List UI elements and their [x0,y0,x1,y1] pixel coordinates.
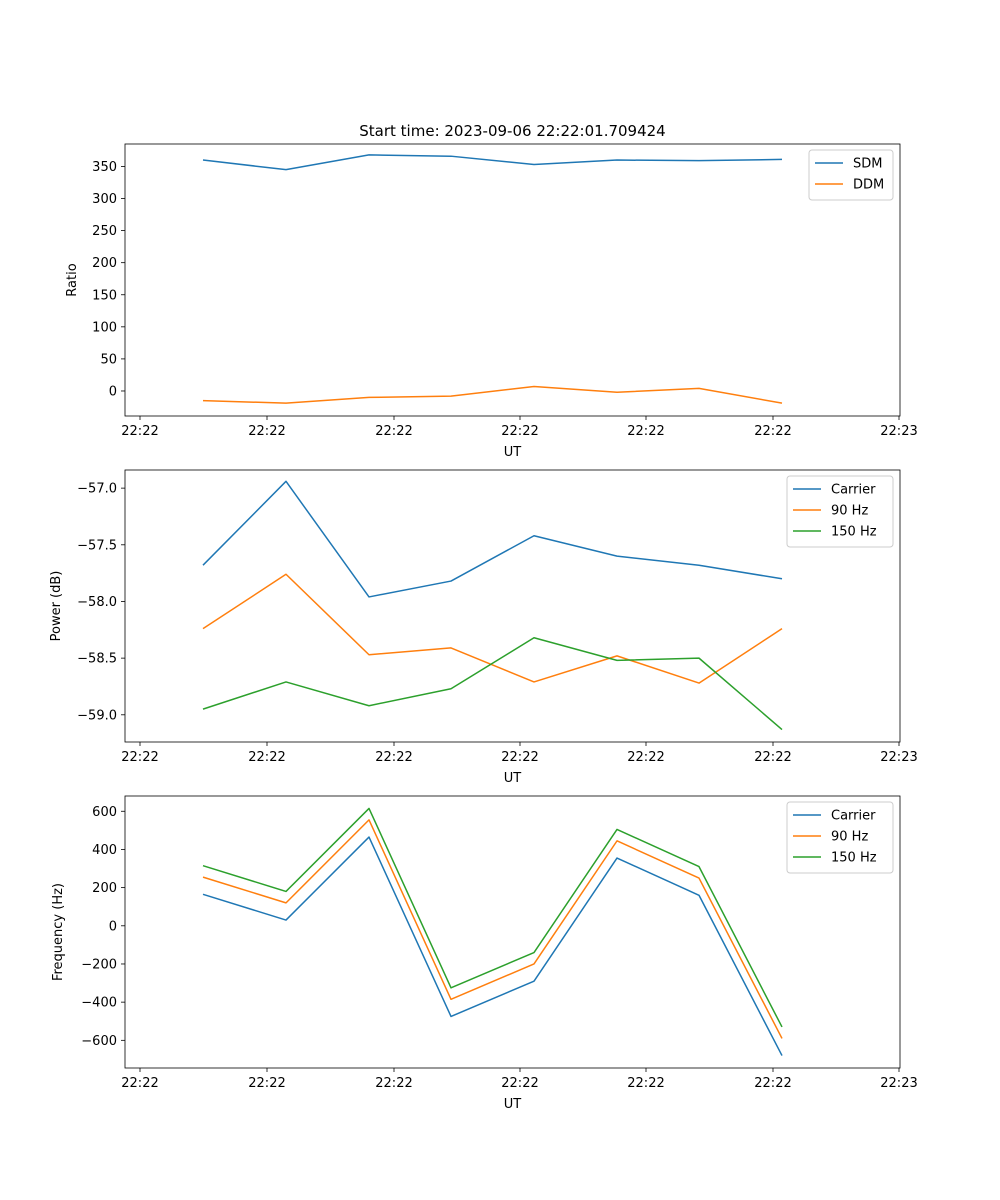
frequency-chart-x-tick-label: 22:23 [880,1076,917,1091]
panels: 22:22 22:22 22:22 22:22 22:22 22:22 22:23 0 50 10… [49,143,918,1112]
ratio-chart-y-tick-label: 300 [92,192,117,207]
ratio-chart-y-tick-label: 150 [92,288,117,303]
power-chart-legend-label: 150 Hz [831,525,877,540]
ratio-chart-x-tick-label: 22:22 [501,424,538,439]
power-chart-x-tick-label: 22:22 [754,750,791,765]
frequency-chart-legend-label: 150 Hz [831,851,877,866]
power-chart-legend-box [786,475,894,548]
ratio-chart-x-axis-label: UT [504,445,522,460]
frequency-chart-legend-label: 90 Hz [831,830,868,845]
ratio-chart-legend: SDM DDM [808,149,894,201]
ratio-chart-y-tick-label: 200 [92,256,117,271]
frequency-chart-y-axis-label: Frequency (Hz) [51,883,66,981]
frequency-chart-y-tick-label: −400 [81,996,117,1011]
ratio-chart-y-tick-label: 350 [92,160,117,175]
power-chart-x-tick-label: 22:22 [121,750,158,765]
frequency-chart-legend: Carrier 90 Hz 150 Hz [786,801,894,874]
power-chart-y-tick-label: −58.0 [77,595,117,610]
power-chart-y-tick-label: −57.5 [77,538,117,553]
frequency-chart-x-tick-label: 22:22 [501,1076,538,1091]
frequency-chart-x-tick-label: 22:22 [627,1076,664,1091]
power-chart: 22:22 22:22 22:22 22:22 22:22 22:22 22:23 −59.0… [49,469,918,786]
power-chart-axes-frame [124,469,901,743]
power-chart-x-tick-label: 22:22 [248,750,285,765]
frequency-chart-series-90-hz [202,819,783,1039]
power-chart-x-tick-label: 22:23 [880,750,917,765]
power-chart-legend-label: Carrier [831,483,876,498]
power-chart-y-axis-label: Power (dB) [49,571,64,642]
ratio-chart-x-tick-label: 22:23 [880,424,917,439]
power-chart-y-tick-label: −58.5 [77,652,117,667]
power-chart-x-tick-label: 22:22 [501,750,538,765]
frequency-chart-y-tick-label: 0 [109,919,117,934]
ratio-chart-x-tick-label: 22:22 [248,424,285,439]
power-chart-y-tick-label: −59.0 [77,708,117,723]
power-chart-series-150-hz [202,636,783,731]
power-chart-x-tick-label: 22:22 [627,750,664,765]
ratio-chart-x-tick-label: 22:22 [754,424,791,439]
power-chart-x-axis-label: UT [504,771,522,786]
power-chart-x-tick-label: 22:22 [375,750,412,765]
power-chart-series-carrier [202,480,783,598]
ratio-chart-series-ddm [202,385,783,404]
frequency-chart-x-axis-label: UT [504,1097,522,1112]
frequency-chart-axes-frame [124,795,901,1069]
frequency-chart-x-tick-label: 22:22 [375,1076,412,1091]
frequency-chart-y-tick-label: −600 [81,1034,117,1049]
ratio-chart-y-tick-label: 100 [92,320,117,335]
ratio-chart-x-tick-label: 22:22 [121,424,158,439]
ratio-chart-x-tick-label: 22:22 [375,424,412,439]
frequency-chart-y-tick-label: −200 [81,957,117,972]
ratio-chart-x-tick-label: 22:22 [627,424,664,439]
frequency-chart-y-tick-label: 200 [92,881,117,896]
ratio-chart-y-axis-label: Ratio [65,263,80,296]
ratio-chart-y-tick-label: 50 [100,352,117,367]
frequency-chart-legend-label: Carrier [831,809,876,824]
power-chart-series-90-hz [202,573,783,684]
ratio-chart-legend-label: DDM [853,178,884,193]
frequency-chart-x-tick-label: 22:22 [248,1076,285,1091]
ratio-chart-legend-label: SDM [853,157,882,172]
frequency-chart-x-tick-label: 22:22 [754,1076,791,1091]
ratio-chart-axes-frame [124,143,901,417]
power-chart-legend: Carrier 90 Hz 150 Hz [786,475,894,548]
ratio-chart-series-sdm [202,154,783,171]
frequency-chart-y-tick-label: 600 [92,805,117,820]
ratio-chart: 22:22 22:22 22:22 22:22 22:22 22:22 22:23 0 50 10… [65,143,918,460]
frequency-chart-x-tick-label: 22:22 [121,1076,158,1091]
ratio-chart-y-tick-label: 0 [109,384,117,399]
power-chart-legend-label: 90 Hz [831,504,868,519]
frequency-chart: 22:22 22:22 22:22 22:22 22:22 22:22 22:23 −600 −… [51,795,918,1112]
frequency-chart-legend-box [786,801,894,874]
figure-title: Start time: 2023-09-06 22:22:01.709424 [359,122,665,140]
frequency-chart-series-150-hz [202,807,783,1028]
power-chart-y-tick-label: −57.0 [77,482,117,497]
frequency-chart-series-carrier [202,836,783,1056]
ratio-chart-y-tick-label: 250 [92,224,117,239]
frequency-chart-y-tick-label: 400 [92,843,117,858]
